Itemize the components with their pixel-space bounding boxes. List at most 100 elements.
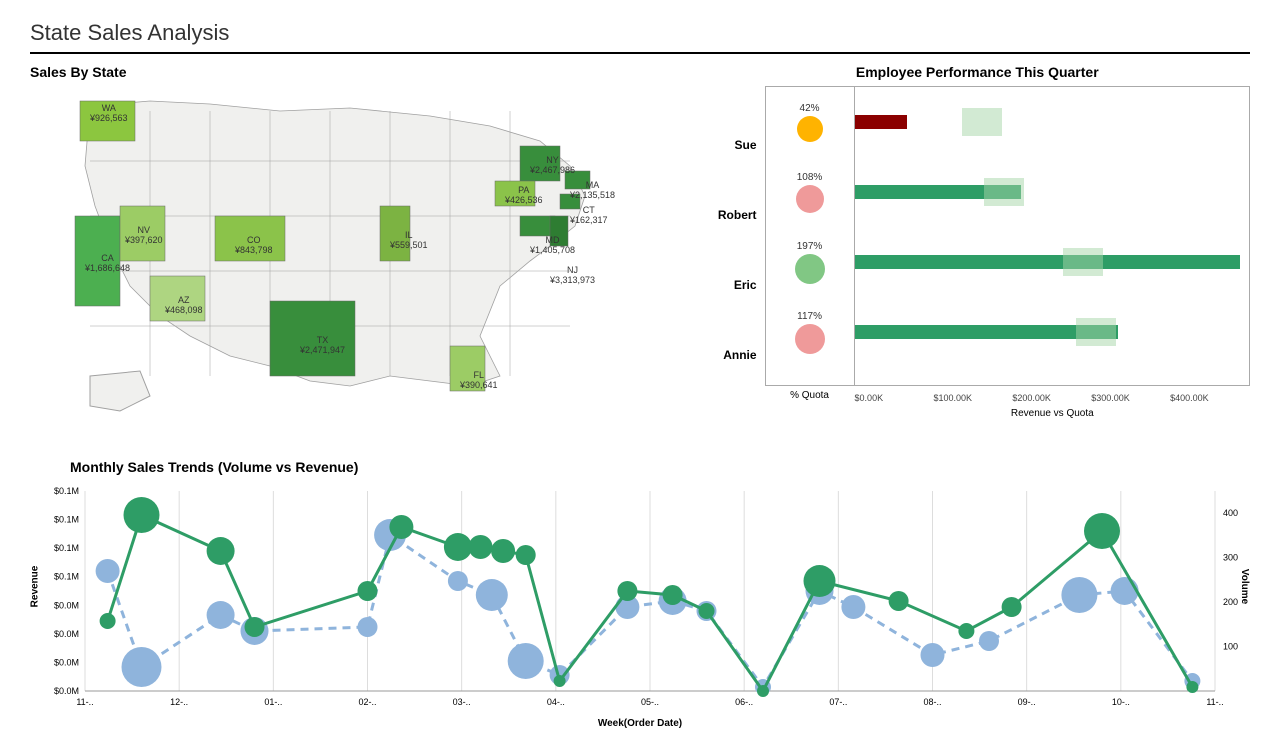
revenue-point[interactable] — [699, 603, 715, 619]
trends-y-left-label: Revenue — [29, 566, 40, 608]
state-label-co: CO¥843,798 — [235, 236, 273, 256]
revenue-point[interactable] — [207, 537, 235, 565]
state-label-pa: PA¥426,536 — [505, 186, 543, 206]
state-label-ct: CT¥162,317 — [570, 206, 608, 226]
volume-point[interactable] — [96, 559, 120, 583]
quota-marker — [962, 108, 1002, 136]
revenue-point[interactable] — [554, 675, 566, 687]
state-label-fl: FL¥390,641 — [460, 371, 498, 391]
employee-name-robert: Robert — [705, 180, 765, 250]
volume-point[interactable] — [476, 579, 508, 611]
volume-point[interactable] — [122, 647, 162, 687]
trends-xtick: 07-.. — [829, 697, 847, 707]
volume-point[interactable] — [841, 595, 865, 619]
volume-point[interactable] — [1111, 577, 1139, 605]
quota-circle-icon — [796, 185, 824, 213]
trends-xtick: 05-.. — [641, 697, 659, 707]
map-panel: Sales By State WA¥926,563CA¥1,686,648NV¥… — [30, 64, 685, 444]
revenue-point[interactable] — [358, 581, 378, 601]
volume-point[interactable] — [358, 617, 378, 637]
quota-axis-label: % Quota — [765, 390, 855, 419]
revenue-point[interactable] — [1002, 597, 1022, 617]
revenue-point[interactable] — [617, 581, 637, 601]
revenue-point[interactable] — [389, 515, 413, 539]
revenue-point[interactable] — [469, 535, 493, 559]
revenue-point[interactable] — [124, 497, 160, 533]
volume-point[interactable] — [979, 631, 999, 651]
bar-row-annie — [855, 297, 1249, 367]
performance-panel: Employee Performance This Quarter SueRob… — [705, 64, 1250, 444]
page-header: State Sales Analysis — [30, 20, 1250, 54]
trends-ytick-left: $0.0M — [54, 600, 79, 610]
trends-ytick-right: 200 — [1223, 597, 1238, 607]
trends-ytick-right: 400 — [1223, 508, 1238, 518]
trends-ytick-right: 300 — [1223, 553, 1238, 563]
trends-ytick-left: $0.0M — [54, 629, 79, 639]
trends-y-right-label: Volume — [1239, 569, 1250, 604]
performance-bars-column: $0.00K$100.00K$200.00K$300.00K$400.00K — [855, 86, 1250, 386]
quota-circle-icon — [795, 324, 825, 354]
state-label-nv: NV¥397,620 — [125, 226, 163, 246]
state-label-ca: CA¥1,686,648 — [85, 254, 130, 274]
perf-xtick: $200.00K — [1012, 393, 1091, 403]
trends-xtick: 01-.. — [264, 697, 282, 707]
revenue-point[interactable] — [663, 585, 683, 605]
state-label-az: AZ¥468,098 — [165, 296, 203, 316]
revenue-point[interactable] — [757, 685, 769, 697]
revenue-point[interactable] — [1186, 681, 1198, 693]
trends-xtick: 08-.. — [923, 697, 941, 707]
quota-pct: 197% — [797, 241, 823, 252]
trends-xtick: 09-.. — [1018, 697, 1036, 707]
volume-point[interactable] — [921, 643, 945, 667]
state-label-il: IL¥559,501 — [390, 231, 428, 251]
map-container: WA¥926,563 CA¥1,686,648 NV¥397,620 AZ¥468,0… — [30, 86, 685, 426]
performance-title: Employee Performance This Quarter — [705, 64, 1250, 80]
revenue-point[interactable] — [1084, 513, 1120, 549]
trends-xtick: 03-.. — [453, 697, 471, 707]
page-title: State Sales Analysis — [30, 20, 1250, 46]
volume-point[interactable] — [207, 601, 235, 629]
actual-bar[interactable] — [855, 255, 1241, 269]
trends-ytick-left: $0.1M — [54, 515, 79, 525]
revenue-point[interactable] — [804, 565, 836, 597]
revenue-point[interactable] — [958, 623, 974, 639]
perf-xtick: $100.00K — [933, 393, 1012, 403]
trends-chart: $0.0M$0.0M$0.0M$0.0M$0.1M$0.1M$0.1M$0.1M… — [30, 481, 1250, 711]
perf-xtick: $0.00K — [855, 393, 934, 403]
performance-x-axis: $0.00K$100.00K$200.00K$300.00K$400.00K — [855, 393, 1249, 403]
revenue-point[interactable] — [889, 591, 909, 611]
employee-name-annie: Annie — [705, 320, 765, 390]
actual-bar[interactable] — [855, 115, 908, 129]
quota-marker — [1063, 248, 1103, 276]
employee-name-eric: Eric — [705, 250, 765, 320]
performance-body: SueRobertEricAnnie 42%108%197%117% $0.00… — [705, 86, 1250, 386]
revenue-point[interactable] — [444, 533, 472, 561]
revenue-point[interactable] — [245, 617, 265, 637]
state-label-wa: WA¥926,563 — [90, 104, 128, 124]
volume-point[interactable] — [448, 571, 468, 591]
volume-point[interactable] — [508, 643, 544, 679]
quota-cell-sue: 42% — [766, 87, 854, 157]
performance-x-label: Revenue vs Quota — [855, 408, 1250, 419]
quota-pct: 108% — [797, 172, 823, 183]
trends-xtick: 11-.. — [76, 697, 93, 707]
quota-cell-eric: 197% — [766, 227, 854, 297]
quota-cell-robert: 108% — [766, 157, 854, 227]
state-label-md: MD¥1,405,708 — [530, 236, 575, 256]
revenue-point[interactable] — [100, 613, 116, 629]
quota-circle-icon — [795, 254, 825, 284]
trends-xtick: 11-.. — [1206, 697, 1223, 707]
trends-xtick: 12-.. — [170, 697, 188, 707]
state-label-nj: NJ¥3,313,973 — [550, 266, 595, 286]
trends-ytick-left: $0.0M — [54, 686, 79, 696]
quota-marker — [1076, 318, 1116, 346]
volume-point[interactable] — [1061, 577, 1097, 613]
trends-container: Revenue Volume $0.0M$0.0M$0.0M$0.0M$0.1M… — [30, 481, 1250, 716]
bar-row-robert — [855, 157, 1249, 227]
revenue-point[interactable] — [491, 539, 515, 563]
bar-row-eric — [855, 227, 1249, 297]
state-label-tx: TX¥2,471,947 — [300, 336, 345, 356]
revenue-point[interactable] — [516, 545, 536, 565]
trends-ytick-left: $0.1M — [54, 543, 79, 553]
trends-panel: Monthly Sales Trends (Volume vs Revenue)… — [30, 459, 1250, 729]
